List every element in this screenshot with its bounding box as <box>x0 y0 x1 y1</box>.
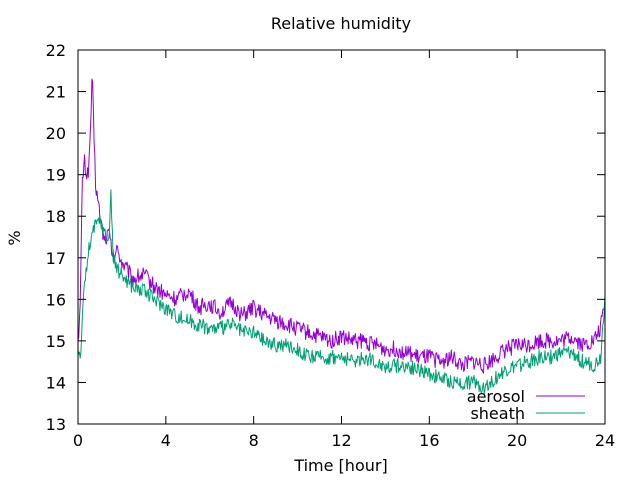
x-axis-label: Time [hour] <box>293 456 387 475</box>
plot-frame <box>77 49 606 425</box>
x-tick-label: 4 <box>161 431 171 450</box>
x-tick-label: 12 <box>331 431 351 450</box>
y-tick-label: 13 <box>46 415 66 434</box>
y-tick-label: 15 <box>46 332 66 351</box>
y-tick-label: 21 <box>46 83 66 102</box>
y-tick-label: 17 <box>46 249 66 268</box>
series-line-sheath <box>77 189 606 395</box>
legend-label-sheath: sheath <box>470 404 525 423</box>
y-tick-label: 22 <box>46 41 66 60</box>
x-tick-label: 0 <box>73 431 83 450</box>
y-tick-label: 16 <box>46 290 66 309</box>
y-axis-label: % <box>5 230 24 245</box>
x-tick-label: 16 <box>419 431 439 450</box>
y-tick-label: 19 <box>46 166 66 185</box>
x-tick-label: 8 <box>249 431 259 450</box>
ticks-layer: 13 14 15 16 17 18 19 20 21 22 0 4 8 12 16 20 24 <box>46 41 616 450</box>
x-tick-label: 20 <box>507 431 527 450</box>
y-tick-label: 20 <box>46 124 66 143</box>
y-tick-label: 14 <box>46 373 66 392</box>
series-layer <box>77 78 606 395</box>
legend-label-aerosol: aerosol <box>467 387 525 406</box>
x-tick-label: 24 <box>595 431 615 450</box>
series-line-aerosol <box>77 78 606 374</box>
chart-title: Relative humidity <box>271 14 411 33</box>
y-tick-label: 18 <box>46 207 66 226</box>
